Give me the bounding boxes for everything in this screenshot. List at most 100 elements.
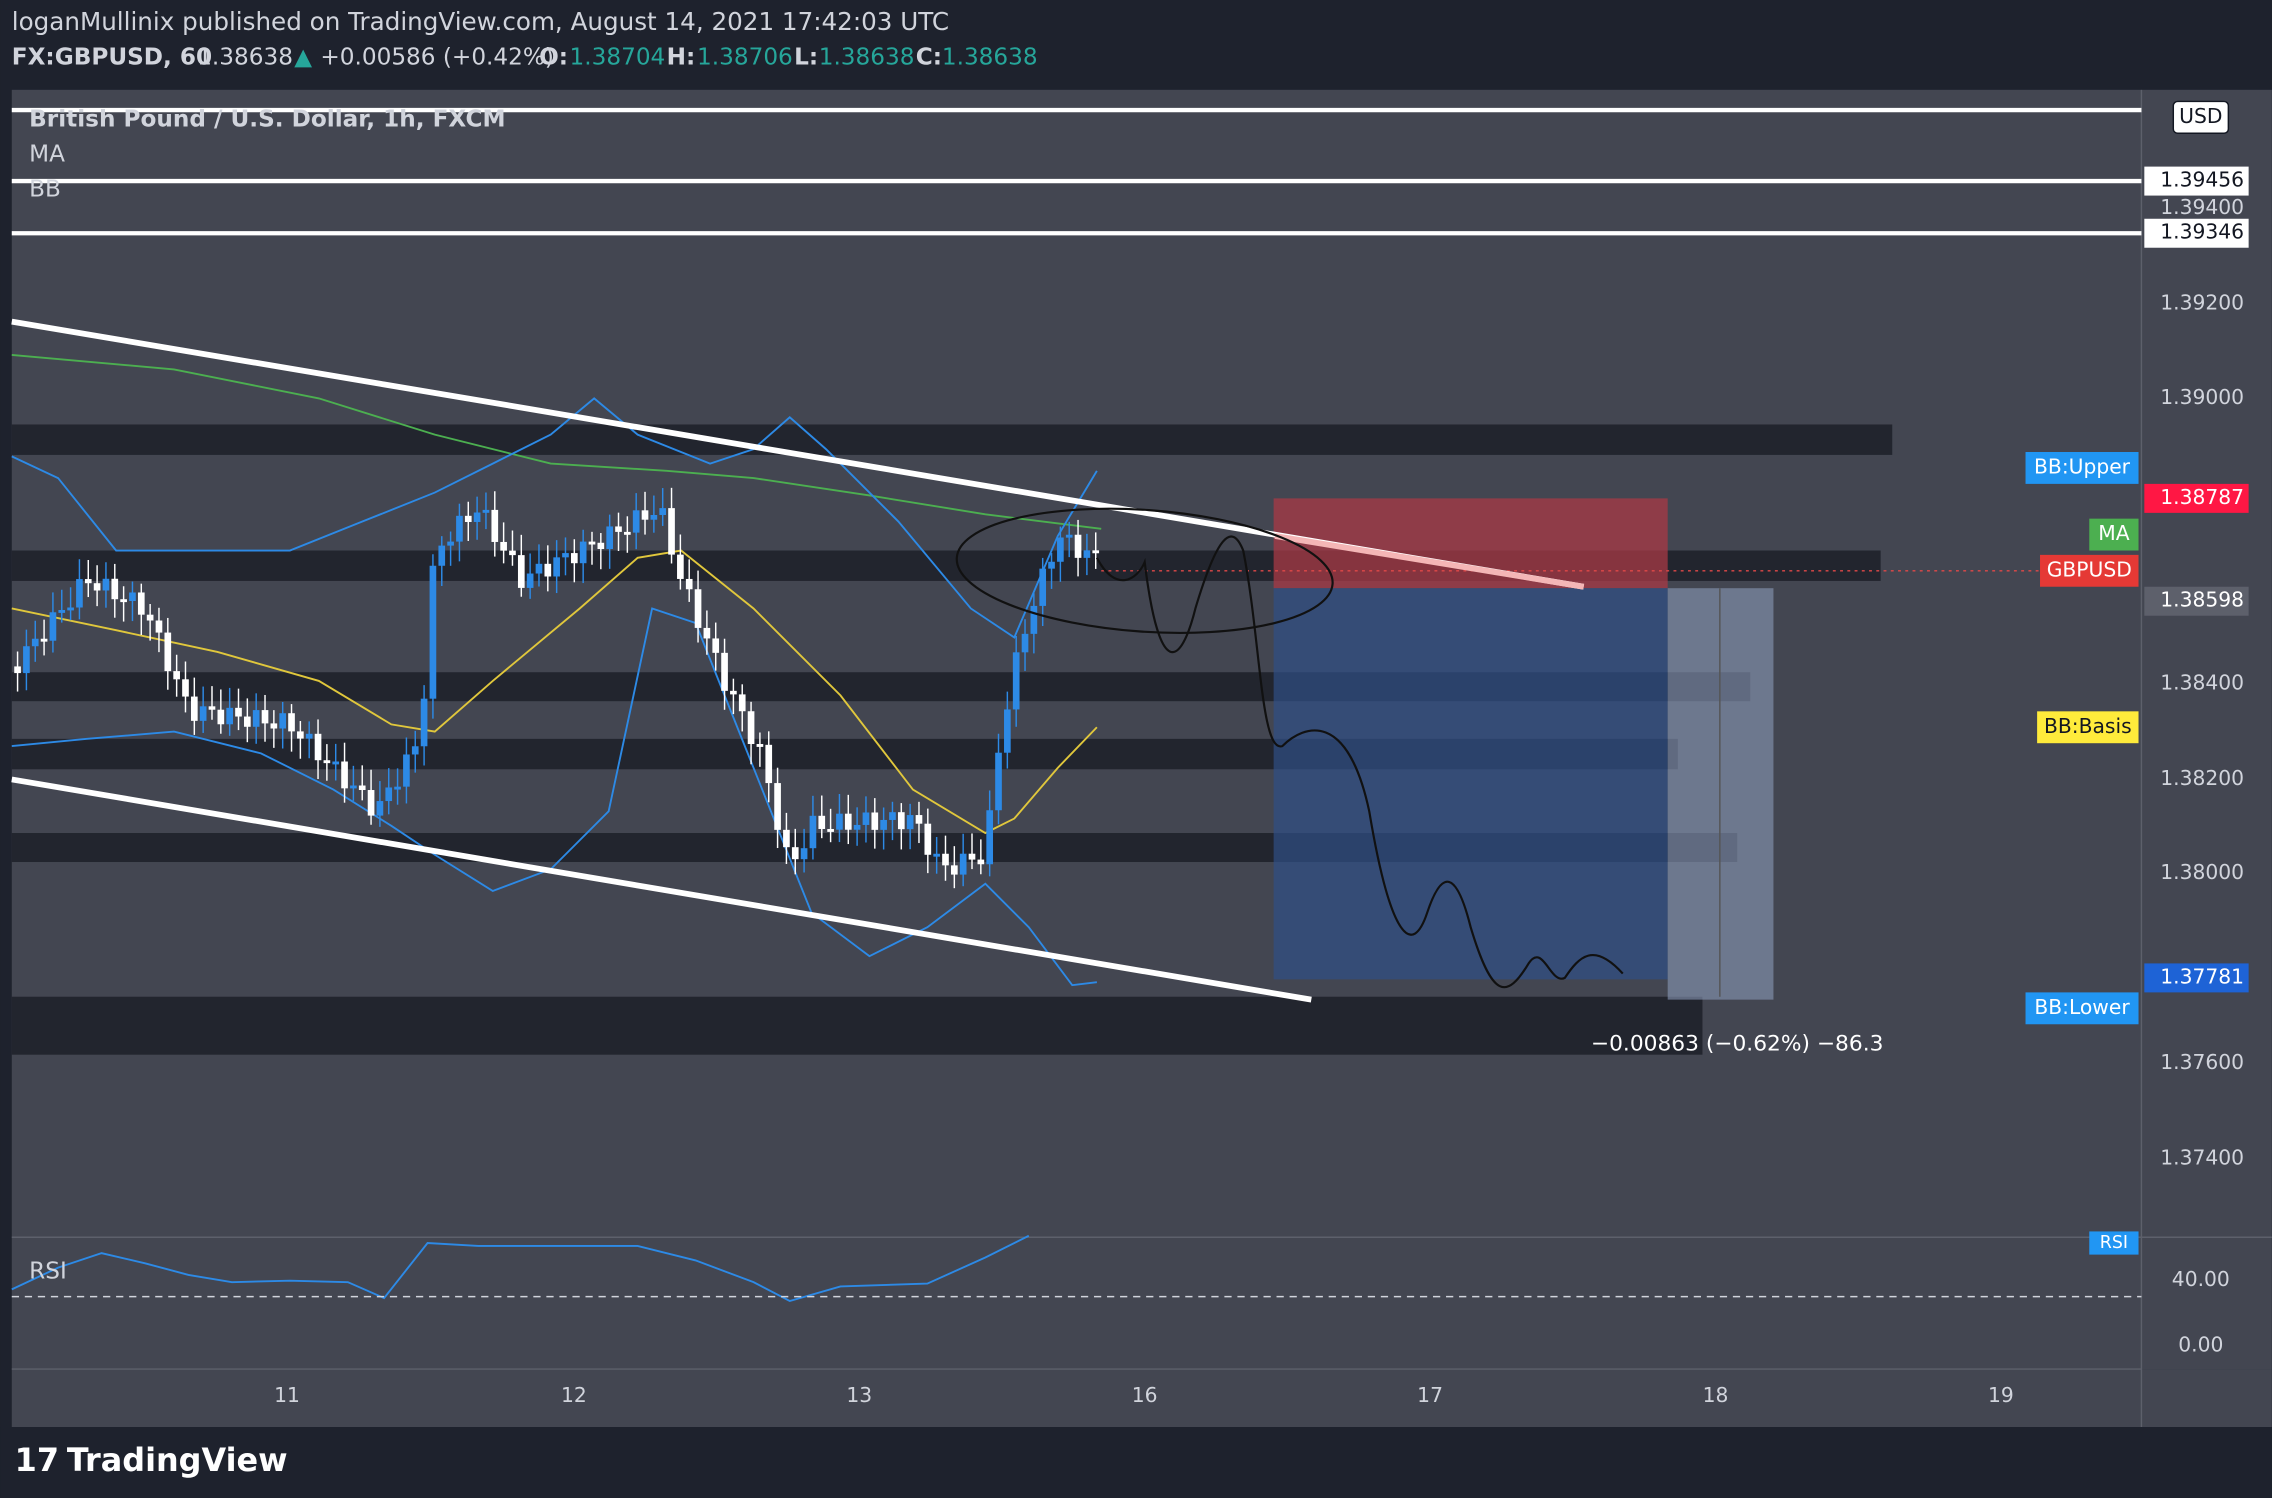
c: 1.38638	[942, 43, 1038, 70]
candle	[579, 541, 587, 564]
time-tick: 13	[846, 1383, 872, 1407]
level-box	[2144, 586, 2249, 616]
legend-title: British Pound / U.S. Dollar, 1h, FXCM	[29, 106, 505, 133]
bb-lower	[11, 607, 1097, 987]
candle	[438, 545, 446, 566]
candle	[164, 632, 172, 672]
rsi-line	[11, 1234, 1030, 1302]
candle	[226, 707, 233, 725]
candle	[190, 696, 198, 721]
candle	[942, 853, 949, 866]
candle	[67, 607, 74, 611]
candle	[509, 550, 516, 556]
candle	[977, 859, 985, 865]
candle	[615, 526, 622, 532]
candle	[411, 746, 419, 755]
price-tick: 1.37400	[2160, 1145, 2244, 1169]
time-axis-bg	[11, 1369, 2272, 1428]
candle	[252, 710, 260, 727]
candle	[420, 698, 428, 747]
candle	[1074, 534, 1082, 558]
candle	[906, 815, 914, 830]
candle	[155, 620, 163, 633]
candle	[659, 508, 667, 515]
candle	[730, 690, 737, 695]
l-label: L:	[794, 43, 818, 70]
candle	[827, 828, 834, 832]
candle	[182, 679, 189, 697]
candle	[685, 578, 693, 590]
circle-drawing	[955, 507, 1334, 634]
candle	[447, 541, 454, 546]
tag-bg	[2089, 518, 2139, 551]
candle	[570, 553, 578, 564]
candle	[844, 813, 852, 830]
candle	[853, 824, 861, 830]
price-tick: 1.38000	[2160, 860, 2244, 884]
candle	[632, 510, 640, 533]
zone	[11, 996, 1703, 1055]
symbol: FX:GBPUSD, 60	[12, 43, 212, 70]
level-label: 1.39346	[2160, 220, 2244, 244]
price-axis: 1.39400 1.39200 1.39000 1.38400 1.38200 1.380…	[2144, 166, 2249, 1169]
price-tick: 1.38400	[2160, 670, 2244, 694]
zone	[11, 424, 1893, 455]
candle	[429, 565, 437, 699]
rsi-tick: 0.00	[2178, 1332, 2223, 1356]
candle	[111, 578, 119, 600]
c-label: C:	[916, 43, 942, 70]
candle	[456, 515, 463, 542]
candle	[809, 815, 817, 849]
candle	[933, 853, 940, 857]
symbol-tag: GBPUSD	[2047, 557, 2132, 581]
bb-basis	[11, 549, 1098, 835]
candle	[491, 509, 499, 542]
candle	[261, 710, 269, 724]
candle	[836, 813, 843, 830]
candle	[279, 713, 287, 729]
candle	[968, 853, 976, 860]
candle	[464, 515, 472, 522]
candle	[358, 785, 366, 791]
candles	[14, 487, 1100, 889]
candle	[694, 589, 702, 628]
candle	[244, 716, 251, 727]
footer	[0, 1427, 2272, 1498]
candle	[588, 541, 596, 545]
candle	[137, 592, 145, 615]
candle	[544, 563, 552, 577]
legend-indicator: BB	[29, 175, 61, 202]
time-tick: 16	[1132, 1383, 1158, 1407]
h-label: H:	[667, 43, 696, 70]
time-tick: 18	[1703, 1383, 1729, 1407]
tag-bg	[2089, 1231, 2139, 1255]
time-tick: 17	[1417, 1383, 1443, 1407]
candle	[1012, 652, 1020, 710]
tag-bg	[2025, 452, 2139, 484]
candle	[526, 573, 534, 588]
tag-bg	[2025, 992, 2139, 1025]
projection-drawing	[1095, 535, 1624, 989]
chart-area	[11, 89, 2142, 1370]
candle	[173, 671, 180, 680]
rsi-tick: 40.00	[2172, 1267, 2230, 1291]
candle	[721, 652, 728, 691]
candle	[738, 694, 746, 712]
candle	[394, 786, 401, 790]
h: 1.38706	[697, 43, 793, 70]
candle	[323, 760, 331, 764]
level-label: 1.38787	[2160, 485, 2244, 509]
time-tick: 11	[274, 1383, 300, 1407]
candle	[765, 744, 773, 784]
publisher: loganMullinix published on TradingView.c…	[12, 7, 949, 36]
candle	[597, 542, 605, 549]
candle	[217, 709, 225, 725]
candle	[1092, 550, 1100, 554]
up-arrow: ▲	[294, 43, 312, 70]
candle	[1048, 561, 1055, 569]
candle	[49, 612, 57, 641]
candle	[473, 512, 481, 522]
level-label: 1.38598	[2160, 588, 2244, 612]
